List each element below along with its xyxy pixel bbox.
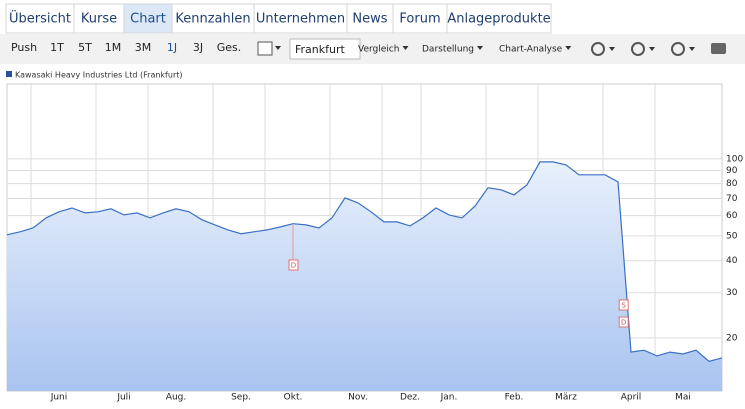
period-button[interactable]: Push <box>11 41 37 54</box>
annotation-label: D <box>621 319 626 327</box>
line <box>6 161 723 362</box>
tab[interactable] <box>446 3 552 34</box>
y-tick-label: 50 <box>726 231 738 241</box>
dropdown-arrow <box>275 46 281 50</box>
x-tick-label: Juni <box>50 393 68 403</box>
annotation-label: S <box>621 302 626 310</box>
dropdown-arrow <box>477 46 484 50</box>
tab-label[interactable]: Übersicht <box>9 10 71 27</box>
dropdown-arrow <box>609 47 615 51</box>
period-button[interactable]: 1J <box>167 41 177 54</box>
dropdown-arrow <box>689 47 695 51</box>
x-tick-label: Juli <box>116 393 130 403</box>
period-button[interactable]: 3J <box>193 41 203 54</box>
tab[interactable] <box>171 3 255 34</box>
period-button[interactable]: Ges. <box>217 41 242 54</box>
x-tick-label: Feb. <box>505 393 524 403</box>
annotation-box <box>618 299 629 311</box>
x-tick-label: Jan. <box>440 393 458 403</box>
y-tick-label: 20 <box>726 333 738 343</box>
y-tick-label: 40 <box>726 256 738 266</box>
period-button[interactable]: 3M <box>135 41 152 54</box>
tab[interactable] <box>392 3 448 34</box>
x-tick-label: Mai <box>675 393 691 403</box>
period-button[interactable]: 1M <box>105 41 122 54</box>
x-tick-label: Okt. <box>284 393 303 403</box>
toolbar-bg <box>0 34 745 64</box>
tab-label[interactable]: Kurse <box>81 12 117 27</box>
dropdown-arrow <box>649 47 655 51</box>
annotation-box <box>618 316 629 328</box>
legend-label: Kawasaki Heavy Industries Ltd (Frankfurt… <box>15 71 182 80</box>
exchange-select[interactable] <box>289 38 361 60</box>
zoom-icon[interactable] <box>671 42 685 56</box>
tab-label[interactable]: Kennzahlen <box>175 12 250 27</box>
tab[interactable] <box>123 3 173 34</box>
tab-label[interactable]: Chart <box>130 12 166 27</box>
print-icon[interactable] <box>711 43 726 54</box>
tab[interactable] <box>73 3 125 34</box>
x-tick-label: Aug. <box>166 393 186 403</box>
x-tick-label: April <box>621 393 642 403</box>
x-tick-label: März <box>555 393 577 403</box>
dropdown-arrow <box>402 46 409 50</box>
y-tick-label: 100 <box>726 154 743 164</box>
period-button[interactable]: 1T <box>50 41 64 54</box>
x-tick-label: Nov. <box>348 393 368 403</box>
menu-label[interactable]: Vergleich <box>358 45 399 55</box>
dropdown-arrow <box>565 46 572 50</box>
period-button[interactable]: 5T <box>78 41 92 54</box>
legend-swatch <box>6 71 12 77</box>
tab[interactable] <box>5 3 75 34</box>
tab[interactable] <box>253 3 348 34</box>
tab-label[interactable]: Forum <box>399 12 440 27</box>
y-tick-label: 80 <box>726 179 738 189</box>
gear-icon[interactable] <box>591 42 605 56</box>
y-tick-label: 60 <box>726 211 738 221</box>
y-tick-label: 70 <box>726 194 738 204</box>
y-tick-label: 30 <box>726 288 738 298</box>
tab-label[interactable]: Unternehmen <box>256 12 345 27</box>
tab-label[interactable]: News <box>352 12 387 27</box>
menu-label[interactable]: Darstellung <box>422 45 474 55</box>
exchange-label[interactable]: Frankfurt <box>295 43 345 56</box>
tools-icon[interactable] <box>631 42 645 56</box>
date-icon[interactable] <box>257 41 273 56</box>
x-tick-label: Dez. <box>400 393 420 403</box>
x-tick-label: Sep. <box>231 393 251 403</box>
y-tick-label: 90 <box>726 166 738 176</box>
menu-label[interactable]: Chart-Analyse <box>499 45 563 55</box>
area <box>7 161 722 391</box>
annotation-box <box>288 259 299 271</box>
annotation-label: D <box>291 262 296 270</box>
tab-label[interactable]: Anlageprodukte <box>447 12 550 27</box>
